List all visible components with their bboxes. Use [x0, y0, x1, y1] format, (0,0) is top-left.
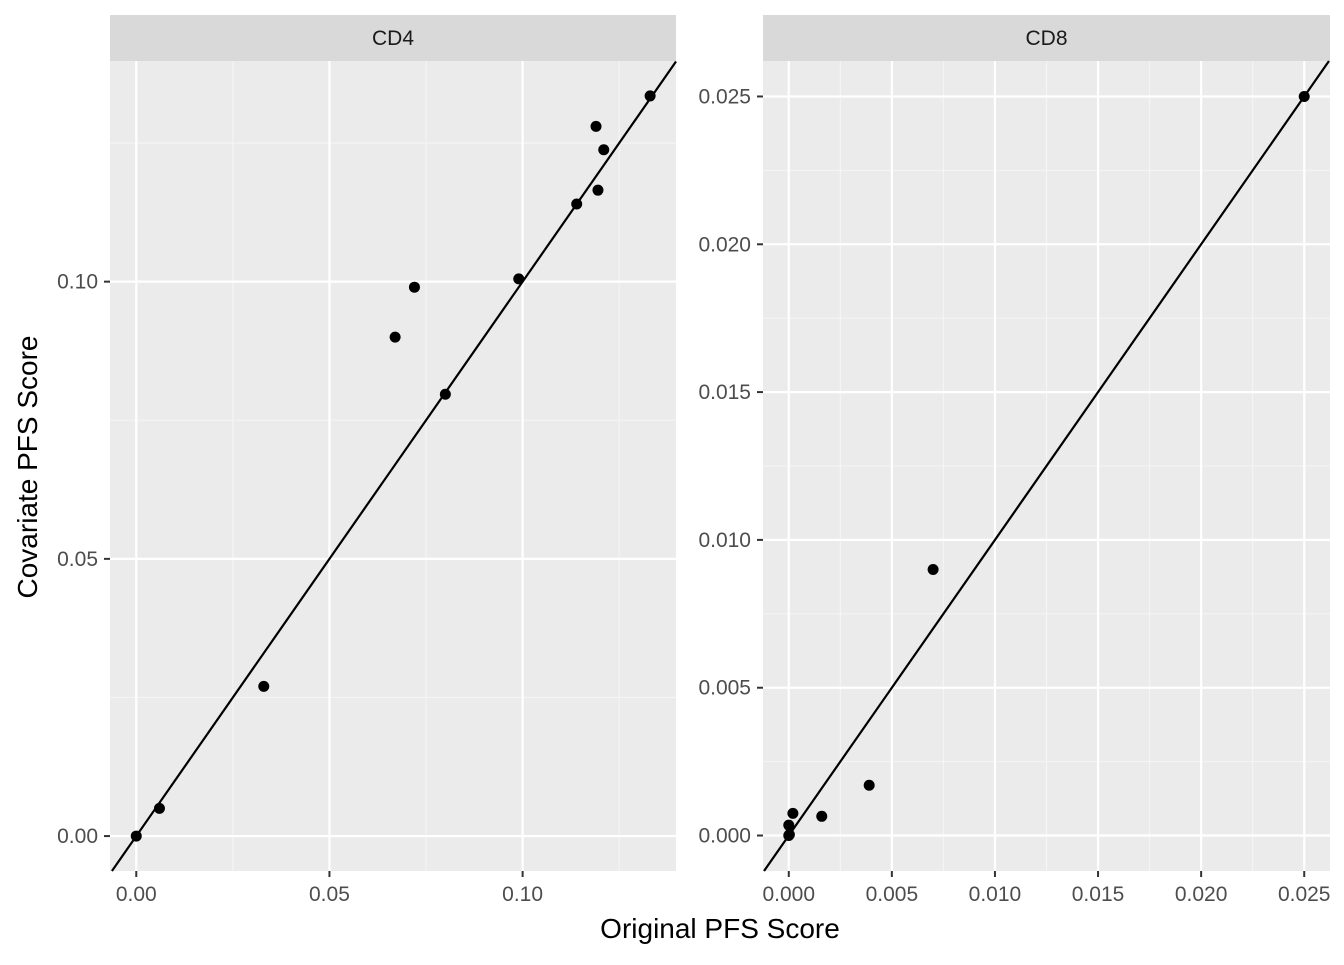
data-point — [389, 331, 401, 343]
panel-cd4: CD4 0.00 0.05 0.10 0.00 0.05 0.10 — [57, 15, 677, 906]
data-point — [571, 198, 583, 210]
identity-line-cd8 — [763, 60, 1330, 872]
strip-label-cd8: CD8 — [1025, 27, 1067, 50]
y-tick-label: 0.020 — [698, 233, 751, 256]
x-tick-label: 0.025 — [1278, 883, 1331, 906]
x-tick-label: 0.010 — [969, 883, 1022, 906]
y-tick-label: 0.005 — [698, 677, 751, 700]
strip-cd8 — [763, 15, 1330, 61]
data-point — [783, 819, 795, 831]
y-tick-label: 0.00 — [57, 825, 98, 848]
data-point — [153, 802, 165, 814]
data-point — [598, 144, 610, 156]
data-point — [787, 807, 799, 819]
panel-cd8: CD8 0.000 0.005 0.010 0.015 0.020 0.025 0.000 0.… — [698, 15, 1331, 906]
x-tick-label: 0.05 — [309, 883, 350, 906]
data-point — [816, 810, 828, 822]
data-point — [513, 273, 525, 285]
x-tick-label: 0.020 — [1175, 883, 1228, 906]
data-point — [590, 120, 602, 132]
y-tick-label: 0.025 — [698, 85, 751, 108]
strip-label-cd4: CD4 — [372, 27, 414, 50]
x-tick-label: 0.015 — [1072, 883, 1125, 906]
y-tick-label: 0.010 — [698, 529, 751, 552]
y-axis-title: Covariate PFS Score — [12, 336, 43, 599]
x-tick-label: 0.10 — [502, 883, 543, 906]
data-point — [258, 680, 270, 692]
y-tick-label: 0.10 — [57, 271, 98, 294]
identity-line-cd4 — [111, 60, 677, 872]
data-point — [863, 779, 875, 791]
y-tick-label: 0.05 — [57, 548, 98, 571]
x-tick-label: 0.005 — [866, 883, 919, 906]
data-point — [439, 388, 451, 400]
x-tick-label: 0.00 — [116, 883, 157, 906]
data-point — [783, 829, 795, 841]
data-point — [927, 563, 939, 575]
x-axis-title: Original PFS Score — [600, 913, 840, 944]
data-point — [592, 184, 604, 196]
strip-cd4 — [110, 15, 676, 61]
data-point — [130, 830, 142, 842]
y-tick-label: 0.000 — [698, 825, 751, 848]
data-point — [408, 281, 420, 293]
y-tick-label: 0.015 — [698, 381, 751, 404]
data-point — [644, 90, 656, 102]
data-point — [1298, 90, 1310, 102]
x-tick-label: 0.000 — [762, 883, 815, 906]
